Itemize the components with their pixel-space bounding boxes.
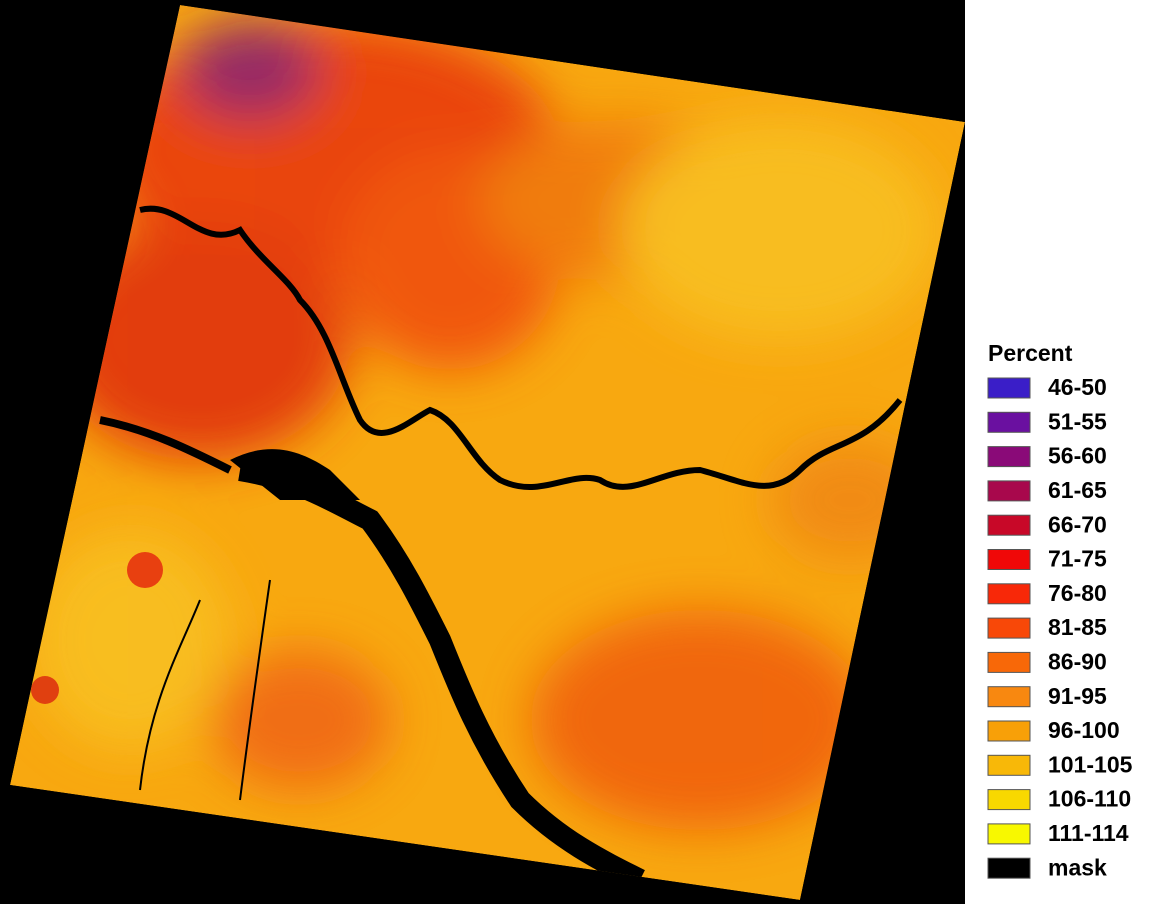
legend-label: 111-114 bbox=[1048, 820, 1129, 846]
legend-label: 51-55 bbox=[1048, 408, 1107, 434]
legend-title: Percent bbox=[988, 340, 1073, 366]
satellite-image bbox=[10, 5, 965, 900]
legend-swatch bbox=[988, 481, 1030, 501]
legend-label: 81-85 bbox=[1048, 614, 1107, 640]
legend-swatch bbox=[988, 515, 1030, 535]
legend-label: 66-70 bbox=[1048, 511, 1107, 537]
legend-label: 86-90 bbox=[1048, 648, 1107, 674]
legend-label: 76-80 bbox=[1048, 580, 1107, 606]
legend-swatch bbox=[988, 584, 1030, 604]
legend-label: 56-60 bbox=[1048, 443, 1107, 469]
legend-label: 101-105 bbox=[1048, 751, 1133, 777]
legend-label: 46-50 bbox=[1048, 374, 1107, 400]
legend-label: 91-95 bbox=[1048, 683, 1107, 709]
legend-swatch bbox=[988, 447, 1030, 467]
legend-label: 106-110 bbox=[1048, 786, 1131, 812]
legend-label: 61-65 bbox=[1048, 477, 1107, 503]
legend-swatch bbox=[988, 412, 1030, 432]
legend-swatch bbox=[988, 755, 1030, 775]
legend-swatch bbox=[988, 618, 1030, 638]
legend-swatch bbox=[988, 721, 1030, 741]
legend-swatch bbox=[988, 687, 1030, 707]
legend-swatch bbox=[988, 652, 1030, 672]
legend-label: mask bbox=[1048, 854, 1107, 880]
map-figure: Percent 46-50 51-55 56-60 61-65 66-70 71-75 76… bbox=[0, 0, 1170, 904]
legend-swatch bbox=[988, 550, 1030, 570]
legend: Percent 46-50 51-55 56-60 61-65 66-70 71-75 76… bbox=[988, 340, 1133, 880]
legend-swatch bbox=[988, 378, 1030, 398]
legend-swatch bbox=[988, 858, 1030, 878]
legend-label: 71-75 bbox=[1048, 546, 1107, 572]
legend-swatch bbox=[988, 790, 1030, 810]
legend-label: 96-100 bbox=[1048, 717, 1120, 743]
legend-swatch bbox=[988, 824, 1030, 844]
